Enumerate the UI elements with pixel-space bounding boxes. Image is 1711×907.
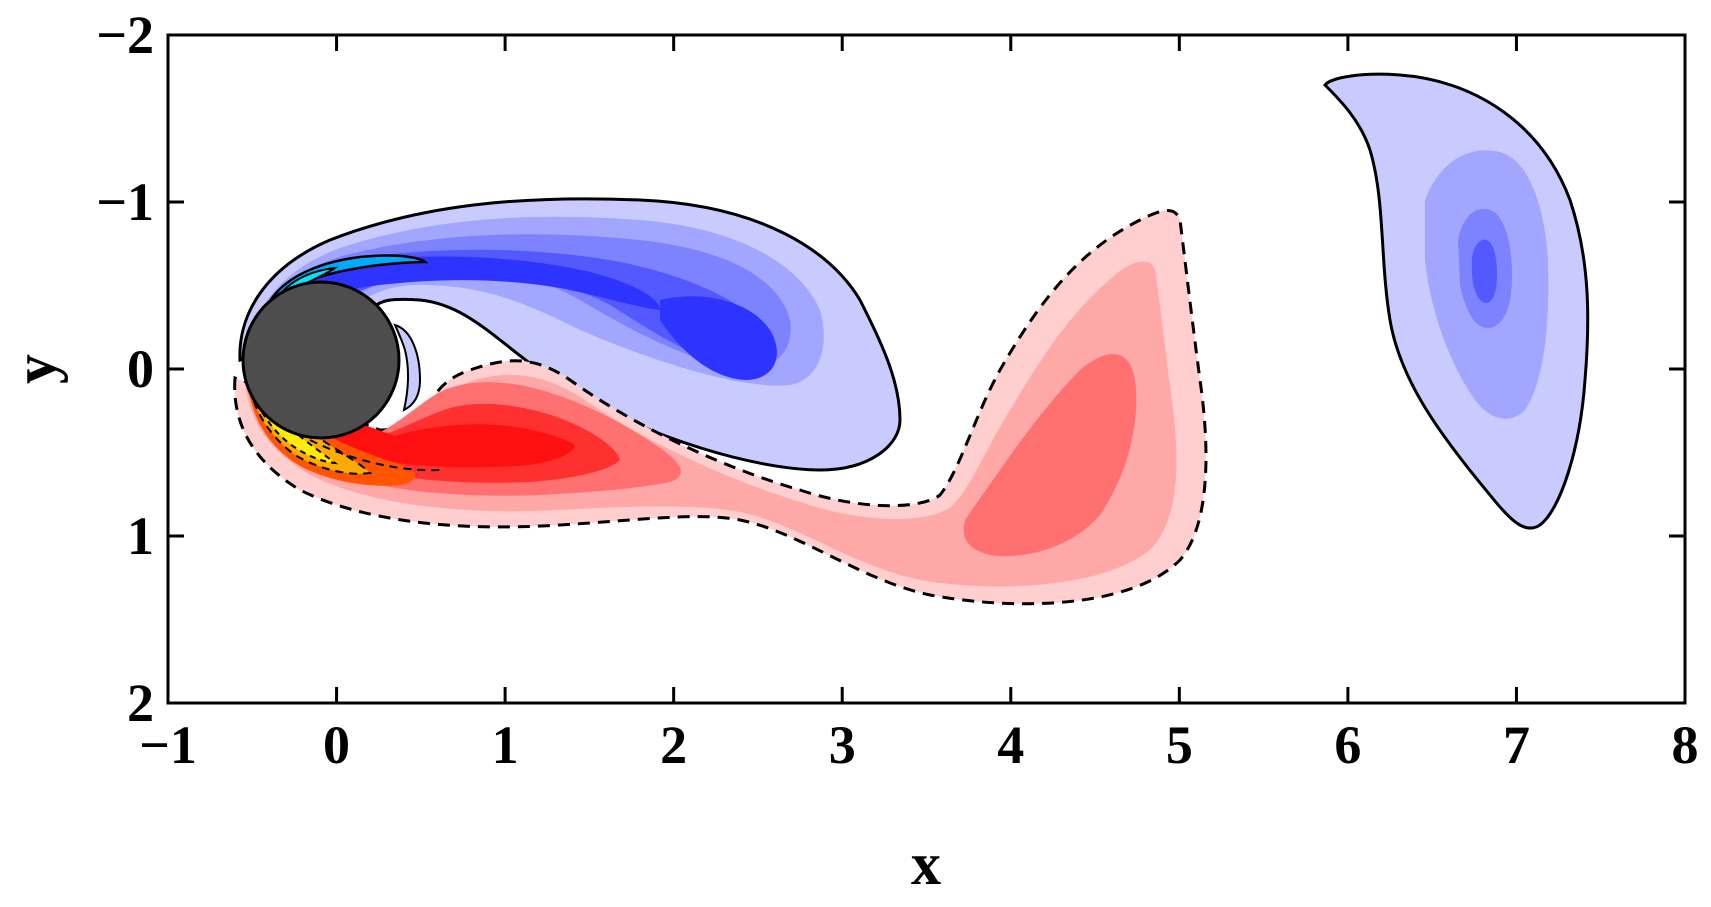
plot-area <box>233 72 1590 606</box>
y-tick-label: −1 <box>96 172 154 232</box>
x-tick-label: 8 <box>1672 715 1699 775</box>
y-tick-label: −2 <box>96 5 154 65</box>
detached-level-4 <box>1472 239 1497 304</box>
y-axis: −2 −1 0 1 2 <box>96 5 1685 733</box>
positive-level-2 <box>245 261 1177 587</box>
positive-level-3b <box>963 353 1137 557</box>
x-tick-label: 1 <box>492 715 519 775</box>
negative-vortex-upper <box>238 197 902 472</box>
x-tick-label: 4 <box>997 715 1024 775</box>
cylinder <box>241 280 401 440</box>
x-tick-label: −1 <box>139 715 197 775</box>
x-tick-label: 6 <box>1334 715 1361 775</box>
negative-level-5 <box>268 256 660 310</box>
positive-contour-inner <box>309 439 441 472</box>
x-tick-label: 2 <box>660 715 687 775</box>
negative-vortex-detached <box>1323 72 1590 530</box>
x-axis: −1 0 1 2 3 4 5 6 7 8 <box>139 35 1699 775</box>
x-tick-label: 3 <box>829 715 856 775</box>
y-axis-label: y <box>2 354 68 384</box>
y-tick-label: 0 <box>127 339 154 399</box>
negative-level-5b <box>660 296 777 380</box>
positive-vortex-lower <box>233 209 1208 606</box>
negative-level-small <box>393 323 422 412</box>
x-tick-label: 7 <box>1503 715 1530 775</box>
y-tick-label: 2 <box>127 673 154 733</box>
x-axis-label: x <box>911 831 941 897</box>
positive-level-6 <box>248 385 416 486</box>
y-tick-label: 1 <box>127 506 154 566</box>
x-tick-label: 0 <box>323 715 350 775</box>
x-tick-label: 5 <box>1166 715 1193 775</box>
